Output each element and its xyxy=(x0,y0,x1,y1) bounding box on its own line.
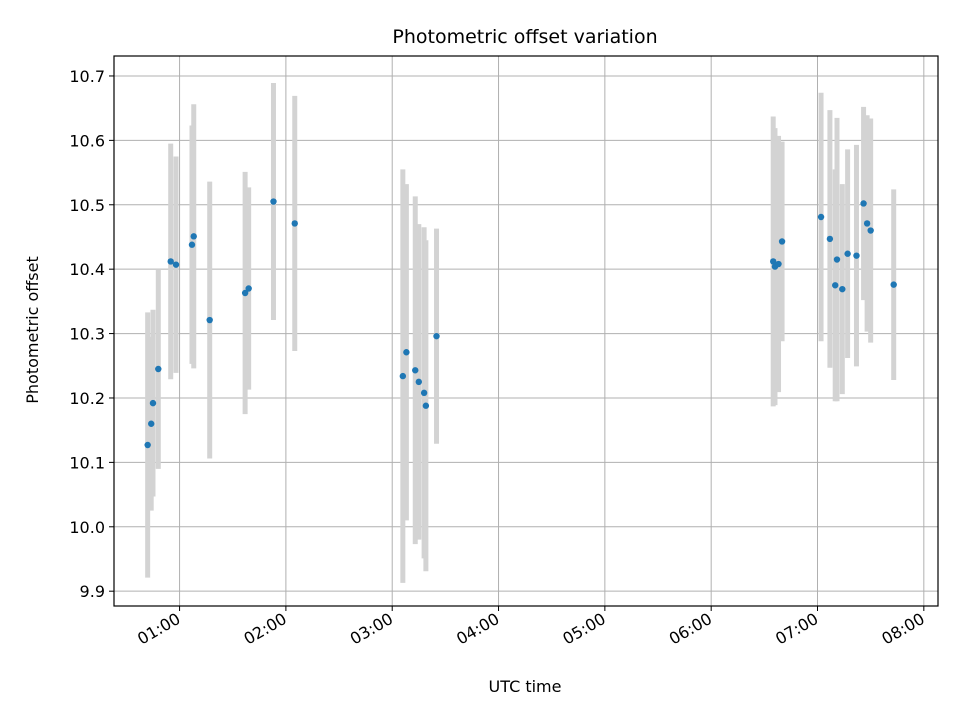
data-point xyxy=(867,227,874,234)
data-point xyxy=(167,258,174,265)
data-point xyxy=(241,289,249,297)
data-point xyxy=(403,349,410,356)
data-point xyxy=(863,220,871,227)
x-tick-label: 05:00 xyxy=(559,609,608,649)
error-bars xyxy=(145,83,897,583)
data-point xyxy=(270,198,277,205)
data-point xyxy=(778,238,786,245)
data-point xyxy=(832,282,839,289)
data-point xyxy=(817,213,825,221)
y-axis-label: Photometric offset xyxy=(23,256,42,404)
y-tick-label: 10.4 xyxy=(69,260,105,279)
x-tick-label: 03:00 xyxy=(347,609,396,649)
data-point xyxy=(188,241,196,248)
data-point xyxy=(853,252,860,259)
y-axis-ticks: 9.9 10.0 10.1 10.2 10.3 10.4 10.5 10.6 10.7 xyxy=(69,67,114,601)
y-tick-label: 10.1 xyxy=(69,453,105,472)
data-point xyxy=(422,402,430,409)
data-point xyxy=(412,367,419,374)
x-tick-label: 04:00 xyxy=(453,609,502,649)
data-point xyxy=(890,281,897,288)
y-tick-label: 10.6 xyxy=(69,131,105,150)
y-tick-label: 9.9 xyxy=(80,582,105,601)
data-point xyxy=(415,378,422,386)
data-point xyxy=(144,441,151,449)
chart-title: Photometric offset variation xyxy=(392,26,657,48)
y-tick-label: 10.3 xyxy=(69,325,105,344)
grid-lines xyxy=(114,56,938,606)
data-point xyxy=(839,285,846,293)
x-tick-label: 06:00 xyxy=(666,609,715,649)
data-point xyxy=(399,372,407,380)
y-tick-label: 10.7 xyxy=(69,67,105,86)
data-point xyxy=(155,365,162,373)
data-point xyxy=(291,220,298,227)
x-tick-label: 01:00 xyxy=(134,609,183,649)
data-point xyxy=(190,233,197,240)
x-tick-label: 02:00 xyxy=(240,609,289,649)
x-tick-label: 07:00 xyxy=(772,609,821,649)
data-point xyxy=(420,389,428,397)
data-points xyxy=(144,198,897,449)
data-point xyxy=(833,256,841,263)
data-point xyxy=(860,200,867,207)
data-point xyxy=(844,250,851,257)
y-tick-label: 10.5 xyxy=(69,196,105,215)
y-tick-label: 10.2 xyxy=(69,389,105,408)
data-point xyxy=(775,260,782,268)
data-point xyxy=(206,316,213,324)
x-axis-ticks: 01:00 02:00 03:00 04:00 05:00 06:00 07:00 08:00 xyxy=(134,606,928,649)
data-point xyxy=(433,332,440,340)
data-point xyxy=(148,420,155,427)
plot-frame xyxy=(113,55,939,607)
data-point xyxy=(770,258,777,265)
data-point xyxy=(149,399,157,407)
data-point xyxy=(245,285,252,292)
x-axis-label: UTC time xyxy=(489,677,562,696)
data-point xyxy=(826,235,834,243)
data-point xyxy=(172,261,180,268)
y-tick-label: 10.0 xyxy=(69,518,105,537)
x-tick-label: 08:00 xyxy=(878,609,927,649)
